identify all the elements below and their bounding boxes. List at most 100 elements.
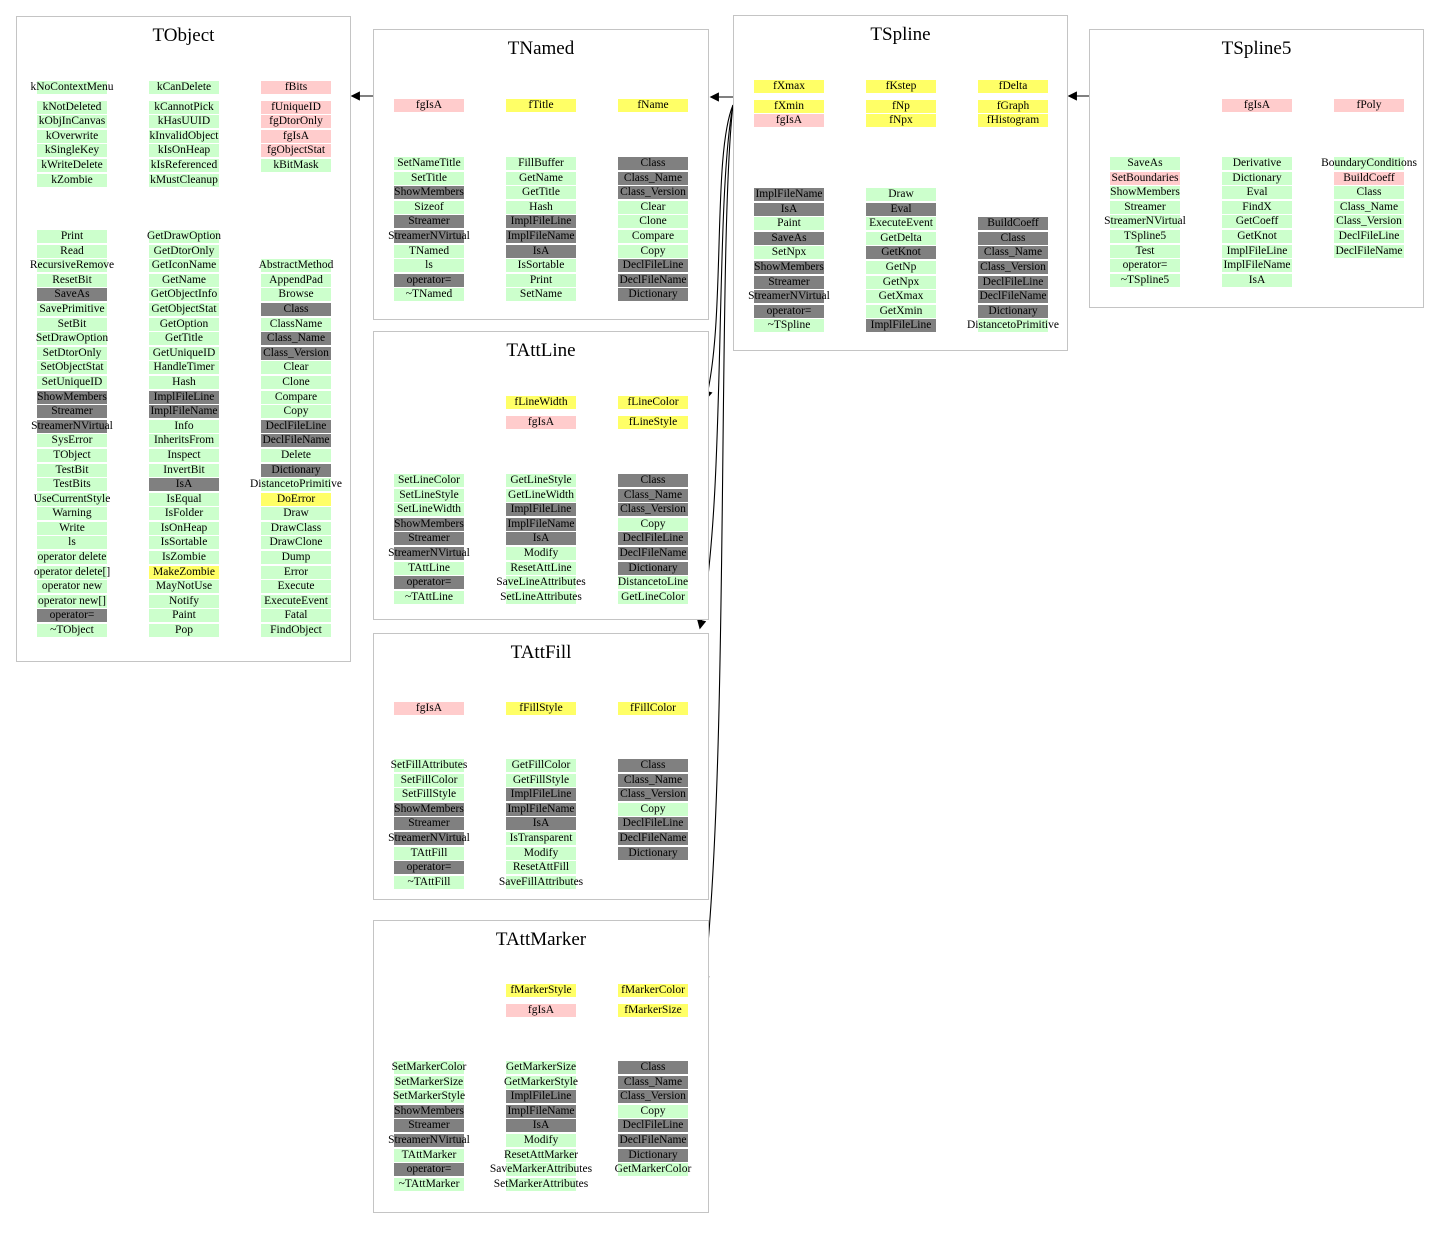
member-dictionary[interactable]: Dictionary: [578, 561, 728, 575]
member-setlinewidth[interactable]: SetLineWidth: [354, 503, 504, 517]
member-draw[interactable]: Draw: [826, 188, 976, 201]
member-streamernvirtual[interactable]: StreamerNVirtual: [354, 229, 504, 243]
member-fillbuffer[interactable]: FillBuffer: [466, 157, 616, 170]
member-kcandelete[interactable]: kCanDelete: [109, 81, 259, 94]
member-class[interactable]: Class: [578, 1061, 728, 1074]
member-declfilename[interactable]: DeclFileName: [578, 546, 728, 560]
member-fatal[interactable]: Fatal: [221, 609, 371, 623]
member-operator[interactable]: operator=: [354, 273, 504, 287]
member-savemarkerattributes[interactable]: SaveMarkerAttributes: [466, 1163, 616, 1177]
member-executeevent[interactable]: ExecuteEvent: [826, 217, 976, 231]
member-savelineattributes[interactable]: SaveLineAttributes: [466, 576, 616, 590]
member-streamernvirtual[interactable]: StreamerNVirtual: [1070, 215, 1220, 229]
member-drawclone[interactable]: DrawClone: [221, 536, 371, 550]
class-title-tspline[interactable]: TSpline: [870, 24, 931, 45]
member-doerror[interactable]: DoError: [221, 492, 371, 506]
member-getuniqueid[interactable]: GetUniqueID: [109, 346, 259, 360]
member-setboundaries[interactable]: SetBoundaries: [1070, 171, 1220, 185]
member-copy[interactable]: Copy: [578, 802, 728, 816]
member-declfilename[interactable]: DeclFileName: [578, 831, 728, 845]
member-info[interactable]: Info: [109, 419, 259, 433]
member-clear[interactable]: Clear: [578, 200, 728, 214]
member-error[interactable]: Error: [221, 565, 371, 579]
member-getmarkersize[interactable]: GetMarkerSize: [466, 1061, 616, 1074]
member-implfileline[interactable]: ImplFileLine: [466, 215, 616, 229]
member-showmembers[interactable]: ShowMembers: [1070, 186, 1220, 200]
member-fgobjectstat[interactable]: fgObjectStat: [221, 144, 371, 158]
member-pop[interactable]: Pop: [109, 624, 259, 638]
member-dtor-tspline[interactable]: ~TSpline: [714, 319, 864, 333]
member-buildcoeff[interactable]: BuildCoeff: [1294, 171, 1437, 185]
member-class-name[interactable]: Class_Name: [578, 488, 728, 502]
member-implfileline[interactable]: ImplFileLine: [466, 503, 616, 517]
member-isa[interactable]: IsA: [466, 244, 616, 258]
member-print[interactable]: Print: [466, 273, 616, 287]
member-class-version[interactable]: Class_Version: [578, 788, 728, 802]
member-iszombie[interactable]: IsZombie: [109, 551, 259, 565]
member-setmarkercolor[interactable]: SetMarkerColor: [354, 1061, 504, 1074]
member-dictionary[interactable]: Dictionary: [1182, 171, 1332, 185]
member-tattfill[interactable]: TAttFill: [354, 846, 504, 860]
member-fgraph[interactable]: fGraph: [938, 99, 1088, 113]
member-resetattline[interactable]: ResetAttLine: [466, 561, 616, 575]
member-implfileline[interactable]: ImplFileLine: [466, 1090, 616, 1104]
member-setdrawoption[interactable]: SetDrawOption: [0, 332, 147, 346]
member-declfileline[interactable]: DeclFileLine: [578, 532, 728, 546]
member-copy[interactable]: Copy: [578, 517, 728, 531]
member-fgisa[interactable]: fgIsA: [1182, 99, 1332, 112]
member-isa[interactable]: IsA: [1182, 273, 1332, 287]
member-kbitmask[interactable]: kBitMask: [221, 158, 371, 172]
member-tattmarker[interactable]: TAttMarker: [354, 1148, 504, 1162]
member-copy[interactable]: Copy: [578, 1104, 728, 1118]
member-class[interactable]: Class: [938, 231, 1088, 245]
member-delete[interactable]: Delete: [221, 448, 371, 462]
member-hash[interactable]: Hash: [466, 200, 616, 214]
member-class-name[interactable]: Class_Name: [578, 171, 728, 185]
member-setnpx[interactable]: SetNpx: [714, 246, 864, 260]
member-operator[interactable]: operator=: [354, 861, 504, 875]
member-kisreferenced[interactable]: kIsReferenced: [109, 158, 259, 172]
member-tspline5[interactable]: TSpline5: [1070, 229, 1220, 243]
member-warning[interactable]: Warning: [0, 507, 147, 521]
member-ksinglekey[interactable]: kSingleKey: [0, 144, 147, 158]
member-isfolder[interactable]: IsFolder: [109, 507, 259, 521]
member-showmembers[interactable]: ShowMembers: [354, 802, 504, 816]
member-makezombie[interactable]: MakeZombie: [109, 565, 259, 579]
member-streamer[interactable]: Streamer: [354, 532, 504, 546]
member-issortable[interactable]: IsSortable: [109, 536, 259, 550]
member-dtor-tspline5[interactable]: ~TSpline5: [1070, 273, 1220, 287]
member-knotdeleted[interactable]: kNotDeleted: [0, 100, 147, 114]
member-declfileline[interactable]: DeclFileLine: [578, 259, 728, 273]
member-fgisa[interactable]: fgIsA: [466, 415, 616, 429]
member-dictionary[interactable]: Dictionary: [221, 463, 371, 477]
class-title-tspline5[interactable]: TSpline5: [1221, 38, 1292, 59]
member-setnametitle[interactable]: SetNameTitle: [354, 157, 504, 170]
member-testbit[interactable]: TestBit: [0, 463, 147, 477]
member-notify[interactable]: Notify: [109, 594, 259, 608]
member-class-version[interactable]: Class_Version: [938, 260, 1088, 274]
member-declfilename[interactable]: DeclFileName: [578, 1133, 728, 1147]
member-isa[interactable]: IsA: [714, 202, 864, 216]
member-class-version[interactable]: Class_Version: [578, 503, 728, 517]
member-copy[interactable]: Copy: [578, 244, 728, 258]
member-knocontextmenu[interactable]: kNoContextMenu: [0, 81, 147, 94]
member-fgdtoronly[interactable]: fgDtorOnly: [221, 115, 371, 129]
member-isonheap[interactable]: IsOnHeap: [109, 521, 259, 535]
member-getlinestyle[interactable]: GetLineStyle: [466, 474, 616, 487]
member-dtor-tattline[interactable]: ~TAttLine: [354, 590, 504, 604]
member-isa[interactable]: IsA: [466, 532, 616, 546]
member-handletimer[interactable]: HandleTimer: [109, 361, 259, 375]
member-distancetoline[interactable]: DistancetoLine: [578, 576, 728, 590]
member-setlinestyle[interactable]: SetLineStyle: [354, 488, 504, 502]
member-implfileline[interactable]: ImplFileLine: [1182, 244, 1332, 258]
member-setmarkerstyle[interactable]: SetMarkerStyle: [354, 1090, 504, 1104]
member-funiqueid[interactable]: fUniqueID: [221, 100, 371, 114]
member-kcannotpick[interactable]: kCannotPick: [109, 100, 259, 114]
member-class-name[interactable]: Class_Name: [578, 773, 728, 787]
member-class-version[interactable]: Class_Version: [1294, 215, 1437, 229]
member-getxmin[interactable]: GetXmin: [826, 304, 976, 318]
member-draw[interactable]: Draw: [221, 507, 371, 521]
member-dump[interactable]: Dump: [221, 551, 371, 565]
member-streamer[interactable]: Streamer: [354, 817, 504, 831]
member-fhistogram[interactable]: fHistogram: [938, 114, 1088, 128]
